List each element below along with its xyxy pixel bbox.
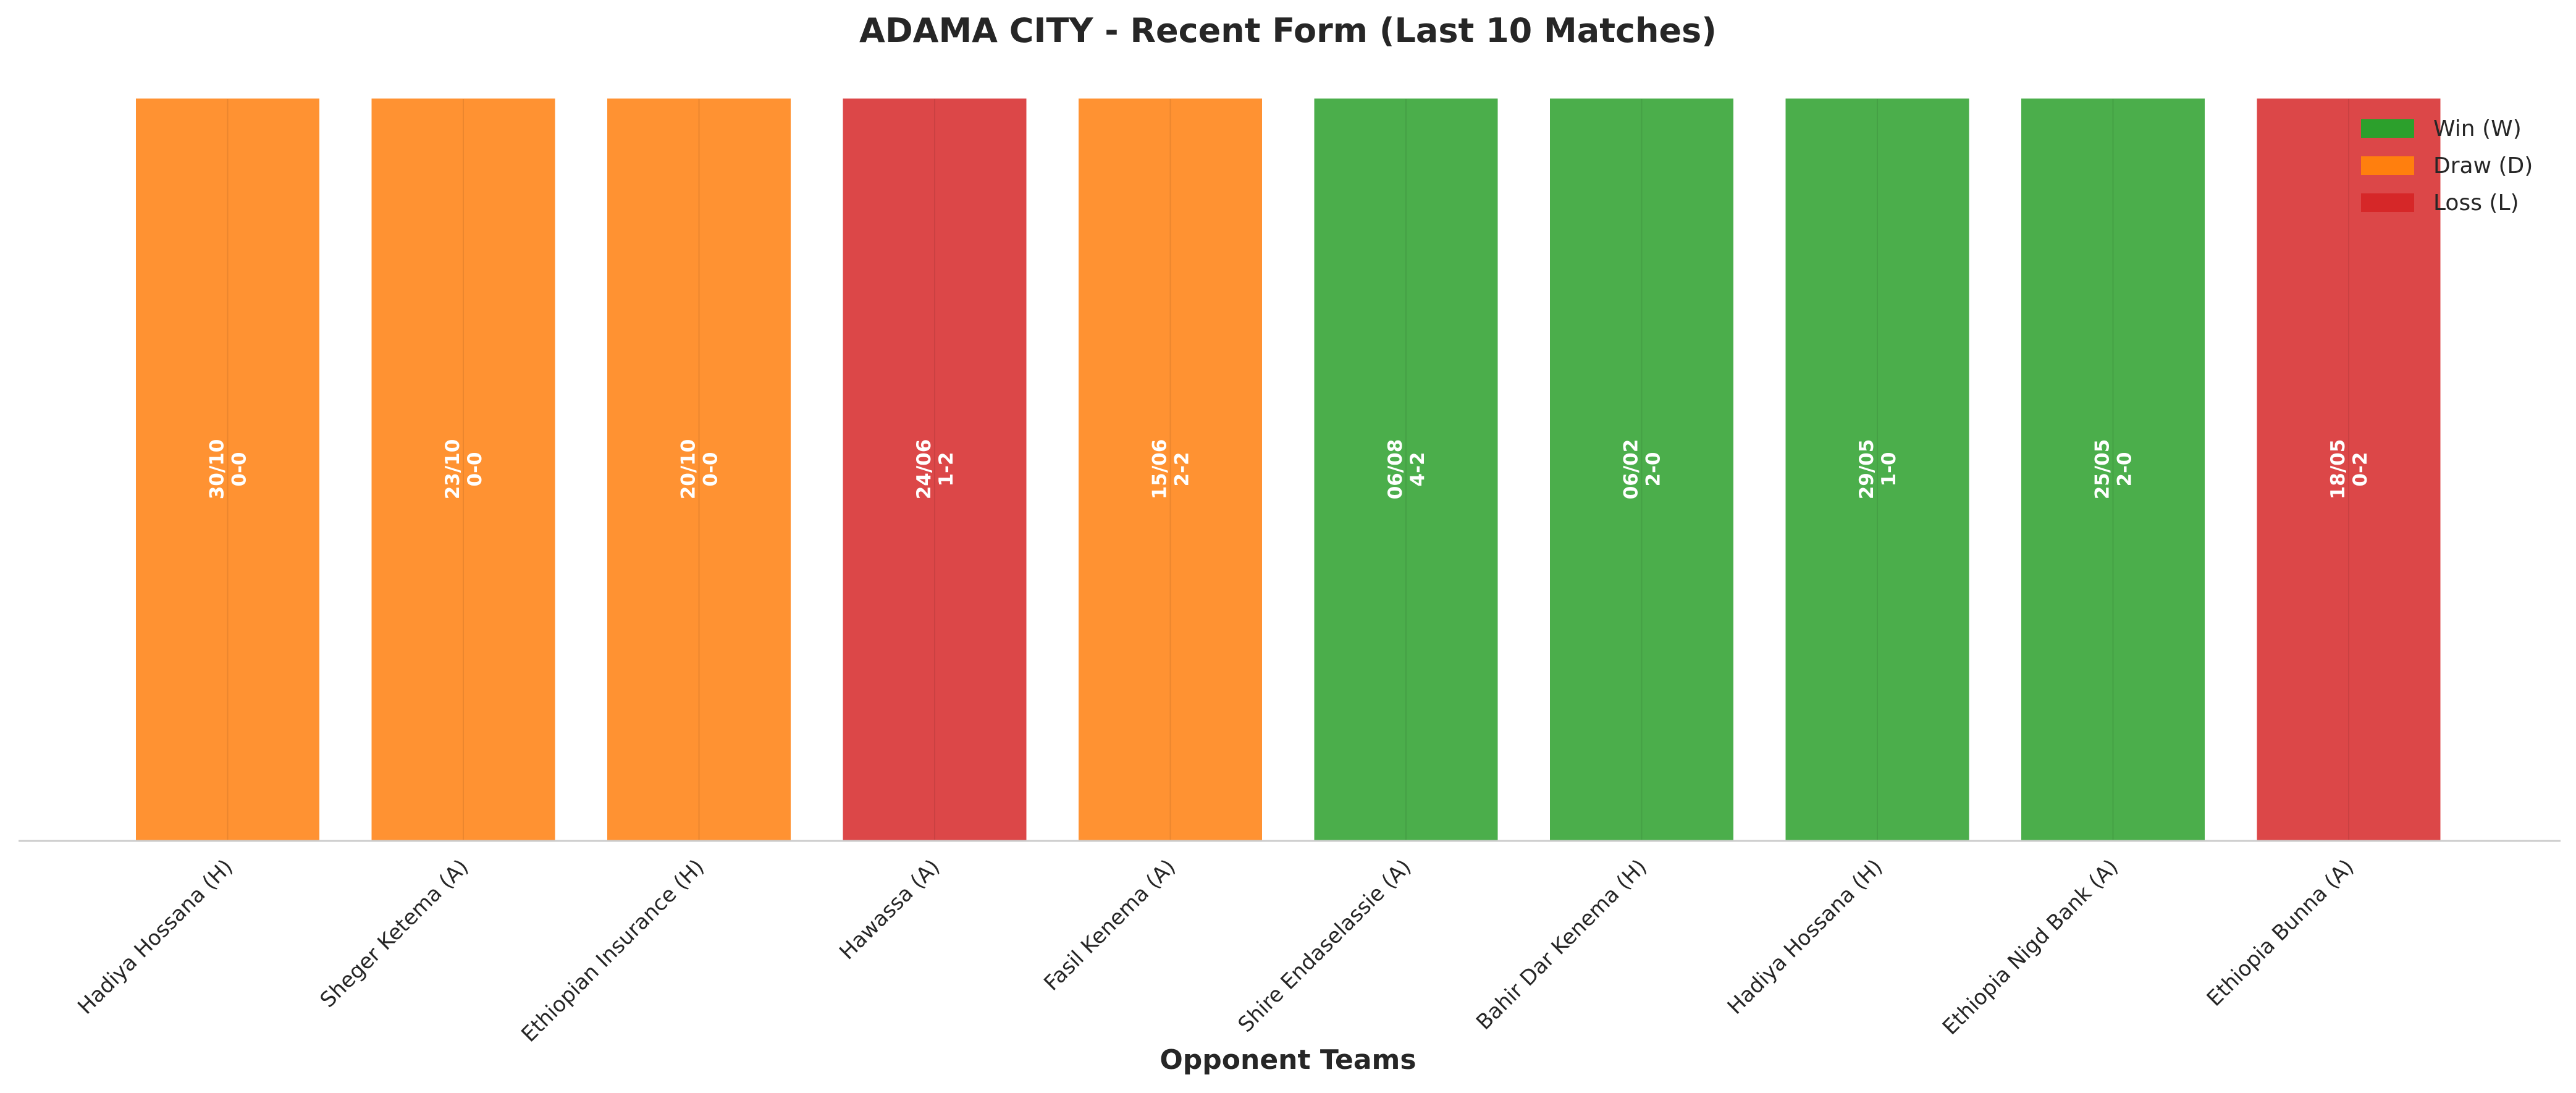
bar-group: 25/05 2-0 [2019, 96, 2207, 842]
legend-swatch [2361, 193, 2414, 212]
x-tick-label: Sheger Ketema (A) [316, 855, 474, 1013]
bar-group: 20/10 0-0 [605, 96, 793, 842]
x-axis-label: Opponent Teams [1160, 1044, 1416, 1076]
x-tick-label: Shire Endaselassie (A) [1234, 855, 1416, 1037]
bar-date-label: 29/05 [1856, 439, 1878, 500]
legend-label: Draw (D) [2433, 153, 2533, 179]
x-tick-label: Ethiopia Nigd Bank (A) [1938, 855, 2123, 1040]
bar-date-label: 24/06 [913, 439, 935, 500]
bar-group: 18/05 0-2 [2255, 96, 2443, 842]
x-tick-label: Ethiopian Insurance (H) [516, 855, 709, 1047]
bar-group: 29/05 1-0 [1783, 96, 1971, 842]
bar-date-label: 23/10 [442, 439, 464, 500]
bar-date-label: 06/08 [1384, 439, 1407, 500]
bar-score-label: 0-0 [699, 452, 722, 486]
legend-item: Loss (L) [2361, 190, 2519, 216]
legend-label: Win (W) [2433, 116, 2522, 141]
bar [1783, 96, 1971, 842]
bar-score-label: 0-2 [2349, 452, 2372, 486]
bar [134, 96, 321, 842]
legend-label: Loss (L) [2433, 190, 2519, 216]
bar [841, 96, 1029, 842]
bar-score-label: 2-2 [1171, 452, 1193, 486]
legend-swatch [2361, 119, 2414, 138]
x-tick-label: Hadiya Hossana (H) [73, 855, 238, 1019]
legend-swatch [2361, 156, 2414, 175]
bar-date-label: 20/10 [677, 439, 699, 500]
bar-date-label: 06/02 [1620, 439, 1642, 500]
x-tick-label: Hawassa (A) [835, 855, 945, 964]
legend-item: Win (W) [2361, 116, 2522, 141]
legend: Win (W) Draw (D) Loss (L) [2361, 116, 2533, 216]
chart-title: ADAMA CITY - Recent Form (Last 10 Matche… [859, 11, 1717, 50]
x-tick-label: Ethiopia Bunna (A) [2202, 855, 2359, 1011]
x-tick-labels: Hadiya Hossana (H) Sheger Ketema (A) Ethio… [73, 855, 2359, 1047]
x-tick-label: Hadiya Hossana (H) [1723, 855, 1888, 1019]
bar-group: 30/10 0-0 [134, 96, 321, 842]
x-tick-label: Bahir Dar Kenema (H) [1471, 855, 1652, 1035]
bar-score-label: 0-0 [228, 452, 250, 486]
bar-date-label: 18/05 [2327, 439, 2349, 500]
bars-layer: 30/10 0-0 23/10 0-0 20/10 0-0 24/06 1-2 15/06 2-2… [134, 96, 2443, 842]
bar [369, 96, 557, 842]
bar-group: 15/06 2-2 [1077, 96, 1264, 842]
bar [1077, 96, 1264, 842]
bar-group: 06/02 2-0 [1548, 96, 1735, 842]
bar [1312, 96, 1500, 842]
bar-score-label: 0-0 [464, 452, 486, 486]
bar [605, 96, 793, 842]
bar-score-label: 1-0 [1878, 452, 1900, 486]
bar-date-label: 15/06 [1148, 439, 1171, 500]
x-tick-label: Fasil Kenema (A) [1039, 855, 1181, 996]
bar-group: 06/08 4-2 [1312, 96, 1500, 842]
bar [1548, 96, 1735, 842]
bar [2255, 96, 2443, 842]
bar-score-label: 2-0 [1642, 452, 1664, 486]
bar-date-label: 30/10 [206, 439, 228, 500]
legend-item: Draw (D) [2361, 153, 2533, 179]
bar-date-label: 25/05 [2091, 439, 2113, 500]
bar-score-label: 4-2 [1407, 452, 1429, 486]
bar-group: 24/06 1-2 [841, 96, 1029, 842]
bar-score-label: 2-0 [2113, 452, 2136, 486]
bar-score-label: 1-2 [935, 452, 958, 486]
bar-group: 23/10 0-0 [369, 96, 557, 842]
